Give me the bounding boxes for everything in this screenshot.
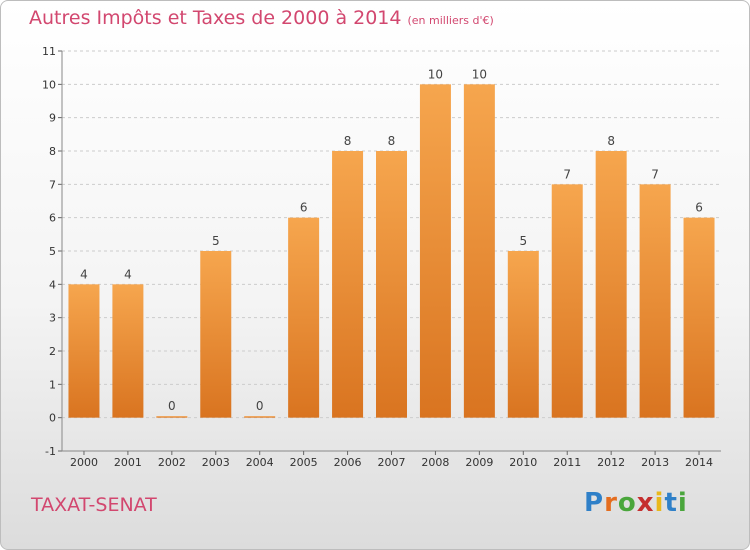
data-label-2007: 8 (388, 134, 396, 148)
bar-2001 (112, 284, 144, 418)
data-label-2010: 5 (519, 234, 527, 248)
bar-2010 (507, 251, 539, 418)
data-label-2014: 6 (695, 201, 703, 215)
data-label-2001: 4 (124, 267, 132, 281)
town-name: TAXAT-SENAT (31, 494, 157, 516)
data-label-2009: 10 (472, 67, 487, 81)
x-tick-label: 2003 (202, 456, 230, 469)
data-label-2012: 8 (607, 134, 615, 148)
proxiti-logo: Proxiti (584, 488, 688, 518)
x-tick-label: 2014 (685, 456, 713, 469)
y-tick-label: 1 (49, 378, 56, 391)
x-tick-label: 2008 (421, 456, 449, 469)
x-tick-label: 2013 (641, 456, 669, 469)
data-label-2008: 10 (428, 67, 443, 81)
y-tick-label: 4 (49, 278, 56, 291)
x-tick-label: 2005 (290, 456, 318, 469)
chart-title: Autres Impôts et Taxes de 2000 à 2014 (en… (29, 7, 494, 29)
y-tick-label: 7 (49, 178, 56, 191)
x-tick-label: 2002 (158, 456, 186, 469)
data-label-2013: 7 (651, 167, 659, 181)
bar-2007 (376, 151, 407, 418)
bar-2003 (200, 251, 232, 418)
bar-2011 (551, 184, 583, 418)
data-label-2003: 5 (212, 234, 220, 248)
bar-2012 (595, 151, 627, 418)
bar-2008 (419, 84, 451, 418)
bar-2000 (68, 284, 100, 418)
y-tick-label: 0 (49, 412, 56, 425)
bar-2006 (332, 151, 364, 418)
bar-2014 (683, 217, 715, 418)
data-label-2006: 8 (344, 134, 352, 148)
unit-note: (en milliers d'€) (407, 14, 494, 27)
x-tick-label: 2006 (334, 456, 362, 469)
y-tick-label: 5 (49, 245, 56, 258)
x-tick-label: 2009 (465, 456, 493, 469)
bar-2005 (288, 217, 320, 418)
bar-2004 (244, 416, 276, 418)
x-tick-label: 2012 (597, 456, 625, 469)
x-tick-label: 2001 (114, 456, 142, 469)
y-tick-label: 3 (49, 312, 56, 325)
x-tick-label: 2000 (70, 456, 98, 469)
data-label-2000: 4 (80, 267, 88, 281)
y-tick-label: 9 (49, 112, 56, 125)
x-tick-label: 2004 (246, 456, 274, 469)
bar-2009 (463, 84, 495, 418)
x-tick-label: 2007 (378, 456, 406, 469)
y-tick-label: 2 (49, 345, 56, 358)
data-label-2002: 0 (168, 399, 176, 413)
y-tick-label: 6 (49, 212, 56, 225)
x-tick-label: 2011 (553, 456, 581, 469)
data-label-2004: 0 (256, 399, 264, 413)
data-label-2011: 7 (563, 167, 571, 181)
y-tick-label: -1 (45, 445, 56, 458)
y-tick-label: 8 (49, 145, 56, 158)
bar-2002 (156, 416, 188, 418)
y-tick-label: 11 (42, 45, 56, 58)
x-tick-label: 2010 (509, 456, 537, 469)
bar-2013 (639, 184, 671, 418)
data-label-2005: 6 (300, 201, 308, 215)
y-tick-label: 10 (42, 78, 56, 91)
